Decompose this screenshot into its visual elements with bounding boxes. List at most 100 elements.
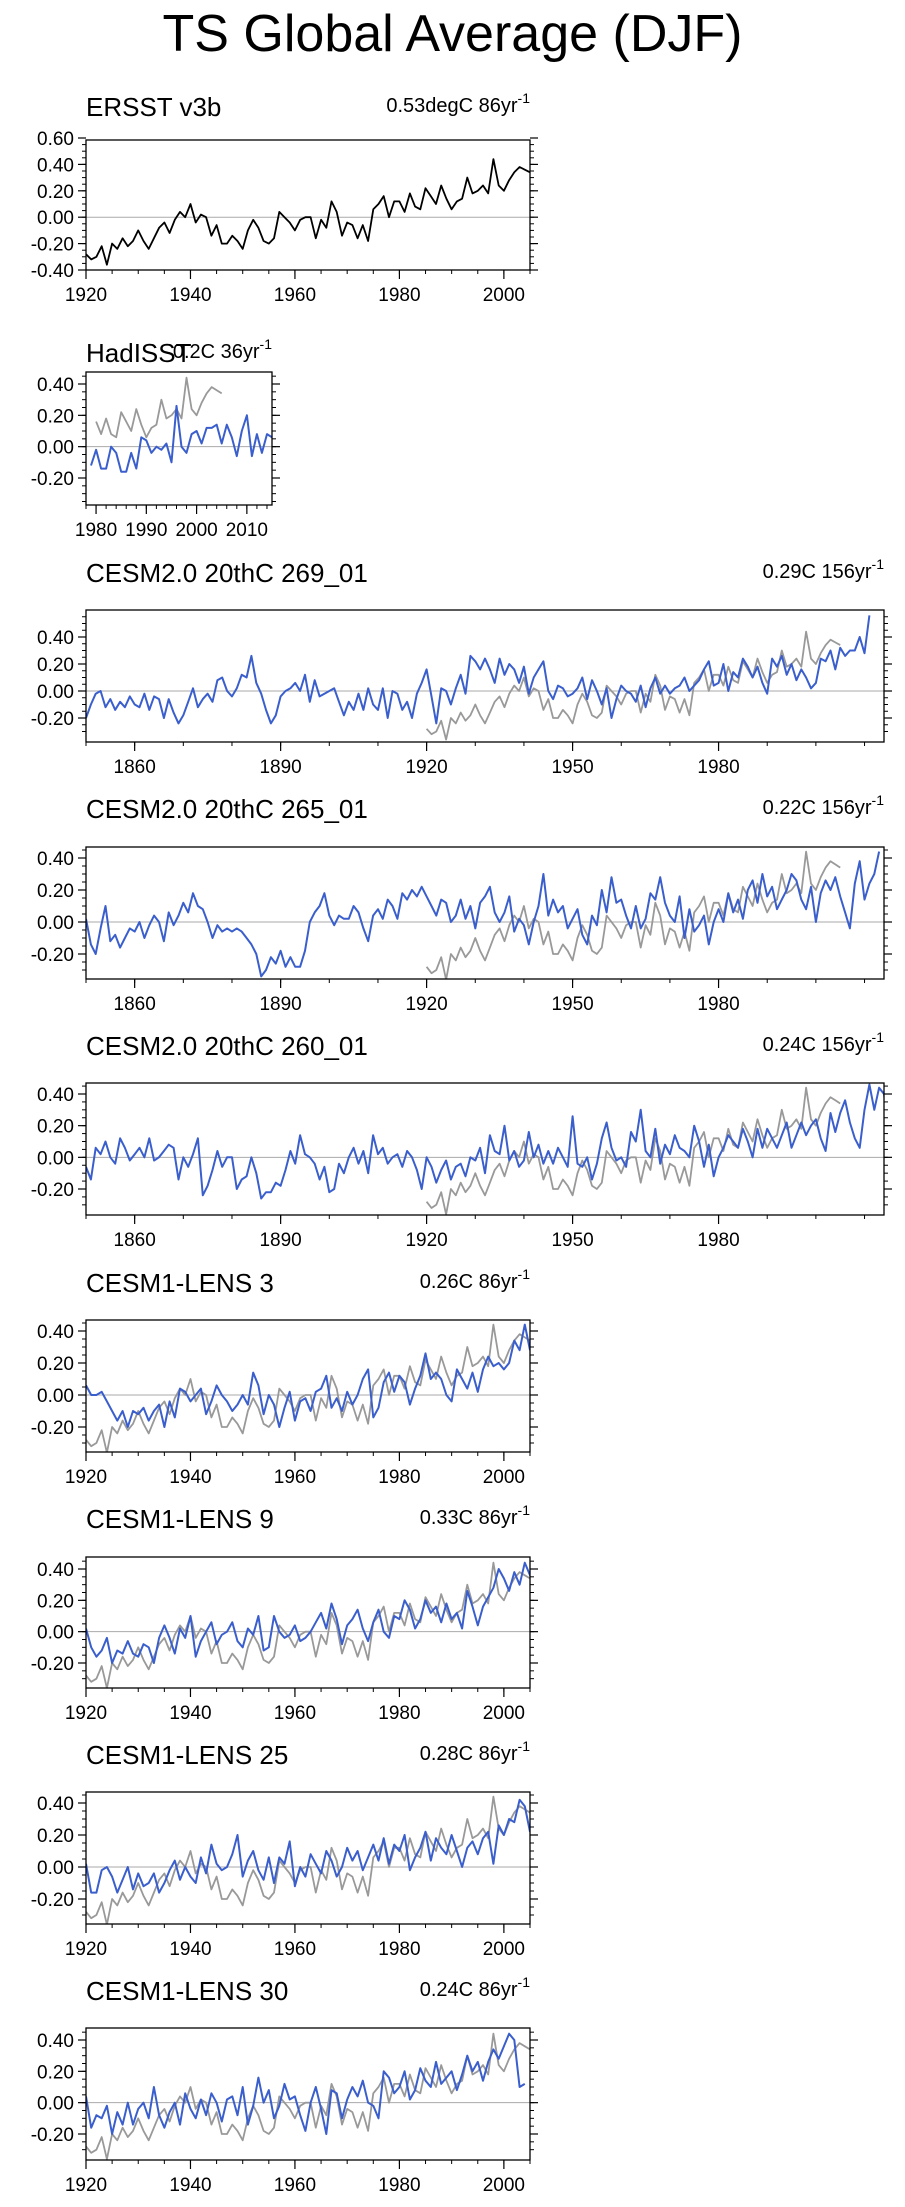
series-group: [86, 2032, 530, 2160]
x-tick-label: 1860: [114, 757, 156, 778]
panel-9: 0.40 0.20 0.00 -0.20 1920 1940 1960 1980 2000 CES…: [31, 1974, 538, 2196]
panel-1: 0.60 0.40 0.20 0.00 -0.20 -0.40 1920 1940 1960 19…: [31, 90, 538, 306]
y-tick-label: -0.20: [31, 709, 74, 730]
y-tick-label: 0.40: [37, 375, 74, 396]
x-tick-label: 1980: [697, 1230, 739, 1251]
panel-title: CESM2.0 20thC 260_01: [86, 1031, 368, 1061]
y-tick-label: -0.20: [31, 1180, 74, 1201]
series-group: [90, 376, 272, 473]
plot-frame: [85, 139, 531, 271]
x-tick-label: 2000: [483, 1939, 525, 1960]
series-group: [86, 1561, 530, 1688]
trend-label: 0.33C 86yr-1: [420, 1502, 531, 1529]
y-tick-label: 0.40: [37, 2031, 74, 2052]
series-line-model: [86, 1083, 884, 1200]
trend-exponent: -1: [518, 1974, 531, 1990]
trend-label: 0.24C 156yr-1: [763, 1029, 885, 1056]
x-tick-label: 1980: [378, 1703, 420, 1724]
y-tick-label: 0.20: [37, 655, 74, 676]
series-group: [86, 1083, 884, 1215]
panel-8: 0.40 0.20 0.00 -0.20 1920 1940 1960 1980 2000 CES…: [31, 1738, 538, 1960]
plot-frame: [85, 846, 885, 980]
series-line-obs_overlay: [95, 376, 223, 439]
plot-frame: [85, 1791, 531, 1925]
x-tick-label: 1980: [378, 1939, 420, 1960]
x-tick-label: 1940: [169, 1939, 211, 1960]
series-group: [86, 158, 530, 266]
trend-value: 0.2C 36yr: [173, 341, 260, 363]
x-tick-label: 1950: [551, 757, 593, 778]
x-tick-label: 1960: [274, 1703, 316, 1724]
trend-value: 0.53degC 86yr: [386, 95, 518, 117]
x-tick-label: 1920: [65, 1703, 107, 1724]
panel-6: 0.40 0.20 0.00 -0.20 1920 1940 1960 1980 2000 CES…: [31, 1266, 538, 1488]
series-line-obs: [86, 158, 530, 266]
series-line-model: [86, 2032, 526, 2135]
trend-label: 0.53degC 86yr-1: [386, 90, 530, 117]
x-tick-label: 1940: [169, 285, 211, 306]
panel-5: 0.40 0.20 0.00 -0.20 1860 1890 1920 1950 1980 CES…: [31, 1029, 892, 1251]
x-tick-label: 1920: [65, 1467, 107, 1488]
series-line-obs_overlay: [425, 630, 841, 741]
series-line-obs_overlay: [86, 1323, 530, 1452]
x-tick-label: 1980: [697, 994, 739, 1015]
y-tick-label: -0.20: [31, 2125, 74, 2146]
trend-label: 0.22C 156yr-1: [763, 792, 885, 819]
y-tick-label: -0.20: [31, 235, 74, 256]
x-tick-label: 1950: [551, 994, 593, 1015]
plot-frame: [85, 1556, 531, 1689]
y-tick-label: 0.40: [37, 628, 74, 649]
y-tick-label: -0.20: [31, 469, 74, 490]
trend-exponent: -1: [872, 556, 885, 572]
trend-value: 0.22C 156yr: [763, 797, 872, 819]
x-tick-label: 1860: [114, 994, 156, 1015]
x-tick-label: 1960: [274, 1467, 316, 1488]
x-tick-label: 1950: [551, 1230, 593, 1251]
x-tick-label: 1960: [274, 1939, 316, 1960]
y-tick-label: 0.00: [37, 682, 74, 703]
trend-exponent: -1: [518, 1502, 531, 1518]
y-tick-label: 0.00: [37, 1623, 74, 1644]
y-tick-label: 0.00: [37, 438, 74, 459]
y-tick-label: 0.60: [37, 129, 74, 150]
trend-exponent: -1: [872, 792, 885, 808]
series-line-model: [86, 615, 871, 725]
series-line-obs_overlay: [425, 850, 841, 979]
y-tick-label: 0.00: [37, 1858, 74, 1879]
x-tick-label: 1920: [405, 994, 447, 1015]
trend-exponent: -1: [518, 90, 531, 106]
series-line-model: [86, 1798, 530, 1894]
trend-label: 0.24C 86yr-1: [420, 1974, 531, 2001]
trend-exponent: -1: [518, 1266, 531, 1282]
x-tick-label: 1980: [378, 285, 420, 306]
y-tick-label: -0.20: [31, 1890, 74, 1911]
figure-title: TS Global Average (DJF): [162, 5, 743, 63]
panel-title: CESM1-LENS 3: [86, 1268, 274, 1298]
y-tick-label: 0.20: [37, 1826, 74, 1847]
series-group: [86, 1795, 530, 1924]
x-tick-label: 1940: [169, 1703, 211, 1724]
trend-label: 0.29C 156yr-1: [763, 556, 885, 583]
x-tick-label: 1990: [125, 520, 167, 541]
series-line-model: [86, 851, 881, 978]
x-tick-label: 2000: [175, 520, 217, 541]
y-tick-label: 0.40: [37, 1085, 74, 1106]
x-tick-label: 1920: [65, 1939, 107, 1960]
trend-value: 0.29C 156yr: [763, 561, 872, 583]
series-line-model: [90, 404, 272, 473]
panel-title: CESM2.0 20thC 265_01: [86, 794, 368, 824]
panel-title: HadISST: [86, 338, 192, 368]
x-tick-label: 1980: [378, 2175, 420, 2196]
y-tick-label: 0.20: [37, 406, 74, 427]
plot-frame: [85, 1319, 531, 1453]
trend-value: 0.33C 86yr: [420, 1507, 518, 1529]
series-line-model: [86, 1323, 530, 1428]
x-tick-label: 1980: [697, 757, 739, 778]
y-tick-label: 0.40: [37, 155, 74, 176]
trend-value: 0.28C 86yr: [420, 1743, 518, 1765]
x-tick-label: 1920: [405, 757, 447, 778]
trend-exponent: -1: [518, 1738, 531, 1754]
x-tick-label: 2000: [483, 1703, 525, 1724]
x-tick-label: 1920: [65, 285, 107, 306]
